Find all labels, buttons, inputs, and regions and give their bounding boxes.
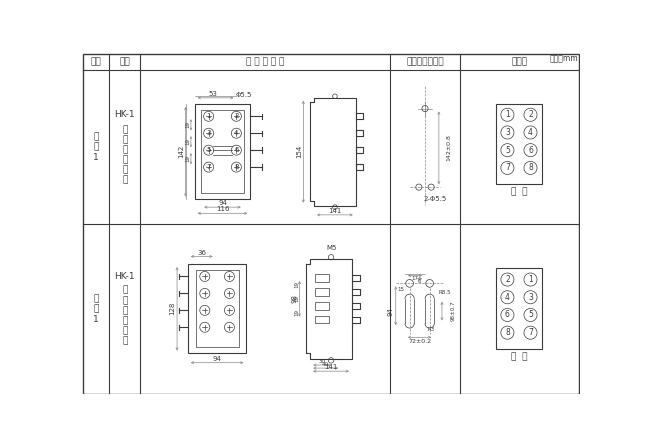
Bar <box>315 288 329 296</box>
Text: 5: 5 <box>505 146 510 155</box>
Text: 2: 2 <box>505 275 510 284</box>
Text: 4: 4 <box>505 293 510 302</box>
Text: 1: 1 <box>528 275 533 284</box>
Text: 1: 1 <box>206 113 211 119</box>
Text: 8: 8 <box>234 164 238 170</box>
Text: 98±0.7: 98±0.7 <box>450 301 455 321</box>
Text: 5: 5 <box>207 147 211 153</box>
Text: 2: 2 <box>528 110 533 119</box>
Text: 7: 7 <box>528 328 533 337</box>
Text: 128: 128 <box>169 302 176 315</box>
Text: 单位：mm: 单位：mm <box>550 54 578 64</box>
Text: 72±0.2: 72±0.2 <box>408 339 431 344</box>
Bar <box>188 264 246 354</box>
Text: 40: 40 <box>322 362 329 367</box>
Text: 安装开孔尺开图: 安装开孔尺开图 <box>406 57 444 66</box>
Text: 线: 线 <box>122 336 127 345</box>
Text: 116: 116 <box>216 206 229 213</box>
Text: 7: 7 <box>206 164 211 170</box>
Text: 前: 前 <box>122 155 127 165</box>
Text: 端子图: 端子图 <box>512 57 528 66</box>
Text: 出: 出 <box>122 136 127 145</box>
Text: 前  视: 前 视 <box>511 188 527 197</box>
Text: 142±0.8: 142±0.8 <box>446 134 452 160</box>
Bar <box>496 104 542 184</box>
Text: 3: 3 <box>528 293 533 302</box>
Text: 19: 19 <box>185 155 191 162</box>
Text: 36: 36 <box>197 249 206 256</box>
Text: 19: 19 <box>185 138 191 145</box>
Text: 式: 式 <box>122 306 127 315</box>
Text: HK-1: HK-1 <box>114 272 135 281</box>
Text: 5: 5 <box>528 311 533 319</box>
Text: 15: 15 <box>397 287 404 292</box>
Text: 结构: 结构 <box>120 57 130 66</box>
Text: 30: 30 <box>318 359 326 364</box>
Text: 8: 8 <box>505 328 510 337</box>
Text: 2: 2 <box>234 113 238 119</box>
Text: 53: 53 <box>208 91 217 97</box>
Text: 凸: 凸 <box>122 286 127 295</box>
Text: 图号: 图号 <box>91 57 101 66</box>
Text: 19: 19 <box>294 281 299 288</box>
Text: 19: 19 <box>294 295 299 302</box>
Bar <box>315 316 329 323</box>
Text: 19: 19 <box>294 309 299 316</box>
Text: 94: 94 <box>388 307 393 315</box>
Text: 3: 3 <box>505 128 510 137</box>
Text: 接: 接 <box>122 326 127 335</box>
Text: 6: 6 <box>234 147 238 153</box>
Text: 后: 后 <box>122 316 127 325</box>
Text: 接: 接 <box>122 166 127 175</box>
Text: 98: 98 <box>292 294 298 303</box>
Text: 2-Φ5.5: 2-Φ5.5 <box>424 196 447 202</box>
Text: 4: 4 <box>234 130 238 136</box>
Bar <box>195 104 250 199</box>
Text: R3: R3 <box>428 327 435 332</box>
Text: 94: 94 <box>218 200 227 206</box>
Text: 1: 1 <box>505 110 510 119</box>
Text: 外 形 尺 开 图: 外 形 尺 开 图 <box>245 57 284 66</box>
Text: 141: 141 <box>324 364 338 370</box>
Text: M5: M5 <box>326 245 337 251</box>
Text: Φ5.5: Φ5.5 <box>236 92 252 98</box>
Text: 背  视: 背 视 <box>511 353 527 361</box>
Bar <box>315 274 329 282</box>
Text: 7: 7 <box>505 163 510 172</box>
Text: 线: 线 <box>122 176 127 185</box>
Text: 出: 出 <box>122 296 127 305</box>
Bar <box>496 268 542 349</box>
Text: 141: 141 <box>328 208 342 214</box>
Text: 4: 4 <box>528 128 533 137</box>
Text: 附
图
1: 附 图 1 <box>94 132 99 162</box>
Bar <box>202 110 244 193</box>
Text: 94: 94 <box>213 356 222 362</box>
Bar <box>196 270 238 347</box>
Text: 154: 154 <box>296 145 302 158</box>
Text: 6: 6 <box>418 280 421 284</box>
Text: 式: 式 <box>122 146 127 155</box>
Text: R8.5: R8.5 <box>438 290 451 295</box>
Bar <box>315 302 329 310</box>
Text: 3: 3 <box>206 130 211 136</box>
Text: 8: 8 <box>528 163 533 172</box>
Text: 142: 142 <box>178 145 184 158</box>
Text: 6: 6 <box>528 146 533 155</box>
Text: 19: 19 <box>185 121 191 128</box>
Text: HK-1: HK-1 <box>114 110 135 119</box>
Text: 凸: 凸 <box>122 126 127 135</box>
Text: 17: 17 <box>412 276 419 281</box>
Text: 附
图
1: 附 图 1 <box>94 294 99 324</box>
Text: 6: 6 <box>505 311 510 319</box>
